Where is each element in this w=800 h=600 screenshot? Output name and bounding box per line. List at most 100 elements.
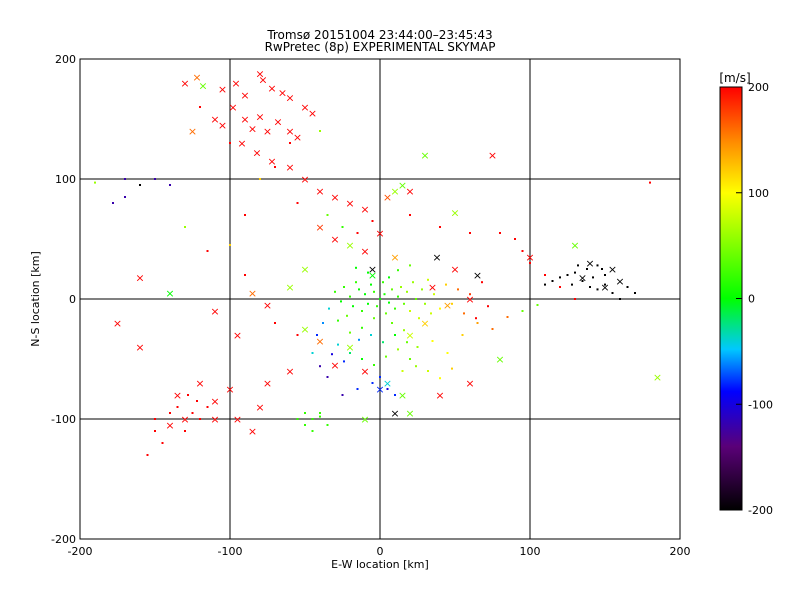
data-point-dot (367, 302, 369, 305)
data-point-dot (383, 293, 386, 296)
data-point-dot (337, 343, 339, 346)
data-point-dot (361, 326, 363, 329)
data-point-dot (361, 310, 363, 312)
data-point-cross: × (248, 123, 257, 136)
data-point-dot (433, 293, 435, 296)
data-point-dot (326, 376, 329, 378)
data-point-cross: × (248, 425, 257, 438)
data-point-dot (311, 418, 314, 420)
data-point-dot (457, 288, 459, 291)
data-point-cross: × (300, 263, 309, 276)
data-point-dot (319, 412, 321, 414)
data-point-dot (124, 178, 126, 180)
data-point-cross: × (218, 83, 227, 96)
data-point-cross: × (210, 305, 219, 318)
data-point-cross: × (173, 389, 182, 402)
data-point-dot (94, 181, 96, 184)
data-point-dot (229, 142, 231, 144)
y-tick-label: -200 (51, 533, 76, 546)
data-point-dot (343, 286, 345, 288)
data-point-dot (604, 283, 606, 286)
data-point-cross: × (473, 269, 482, 282)
data-point-cross: × (360, 365, 369, 378)
data-point-dot (427, 370, 429, 372)
data-point-dot (586, 268, 588, 270)
data-point-dot (169, 412, 171, 414)
data-point-cross: × (368, 263, 377, 276)
data-point-cross: × (360, 413, 369, 426)
data-point-cross: × (435, 389, 444, 402)
data-point-cross: × (285, 161, 294, 174)
data-point-dot (536, 304, 539, 306)
data-point-dot (649, 181, 651, 184)
data-point-dot (199, 106, 201, 108)
data-point-dot (373, 364, 375, 366)
data-point-cross: × (228, 101, 237, 114)
data-point-dot (206, 406, 209, 408)
y-tick-label: -100 (51, 413, 76, 426)
data-point-dot (559, 286, 561, 288)
data-point-dot (415, 365, 417, 368)
data-point-cross: × (231, 77, 240, 90)
data-point-dot (274, 322, 276, 324)
data-point-cross: × (405, 329, 414, 342)
data-point-cross: × (465, 377, 474, 390)
data-point-dot (577, 264, 579, 267)
data-point-cross: × (218, 119, 227, 132)
data-point-dot (340, 300, 342, 303)
data-point-cross: × (300, 173, 309, 186)
data-point-dot (415, 298, 417, 300)
data-point-cross: × (233, 329, 242, 342)
data-point-dot (566, 274, 569, 276)
data-point-cross: × (252, 147, 261, 160)
data-point-dot (574, 271, 576, 274)
data-point-cross: × (263, 377, 272, 390)
data-point-dot (386, 388, 389, 390)
data-point-dot (469, 232, 471, 234)
data-point-cross: × (135, 341, 144, 354)
x-tick-label: -200 (68, 545, 93, 558)
data-point-dot (487, 305, 489, 308)
data-point-dot (514, 238, 516, 240)
data-point-dot (406, 341, 408, 344)
data-point-cross: × (255, 111, 264, 124)
data-point-cross: × (383, 191, 392, 204)
data-point-cross: × (578, 271, 587, 284)
x-tick-label: 200 (670, 545, 691, 558)
data-point-dot (289, 142, 291, 144)
data-point-cross: × (255, 401, 264, 414)
x-axis-label: E-W location [km] (331, 558, 429, 571)
data-point-dot (311, 352, 314, 354)
data-point-dot (154, 418, 156, 420)
data-point-dot (412, 281, 414, 284)
data-point-dot (406, 290, 408, 293)
data-point-cross: × (237, 137, 246, 150)
data-point-cross: × (285, 125, 294, 138)
data-point-dot (397, 295, 399, 298)
data-point-dot (634, 292, 636, 294)
data-point-cross: × (375, 383, 384, 396)
data-point-dot (196, 400, 198, 402)
data-point-dot (400, 286, 402, 288)
x-tick-label: -100 (218, 545, 243, 558)
data-point-cross: × (585, 257, 594, 270)
data-point-dot (304, 424, 306, 426)
x-tick-label: 0 (377, 545, 384, 558)
data-point-dot (430, 312, 432, 315)
data-point-dot (424, 302, 426, 305)
data-point-dot (379, 376, 381, 378)
data-point-dot (421, 288, 423, 291)
data-point-cross: × (315, 221, 324, 234)
data-point-dot (601, 268, 603, 270)
data-point-dot (481, 281, 483, 284)
data-point-dot (373, 290, 375, 293)
data-point-cross: × (330, 233, 339, 246)
data-point-dot (319, 415, 321, 418)
data-point-dot (401, 370, 404, 372)
data-point-dot (361, 358, 363, 360)
data-point-dot (382, 281, 384, 284)
data-point-dot (311, 430, 314, 432)
y-tick-label: 0 (69, 293, 76, 306)
data-point-cross: × (443, 299, 452, 312)
data-point-dot (358, 338, 360, 341)
